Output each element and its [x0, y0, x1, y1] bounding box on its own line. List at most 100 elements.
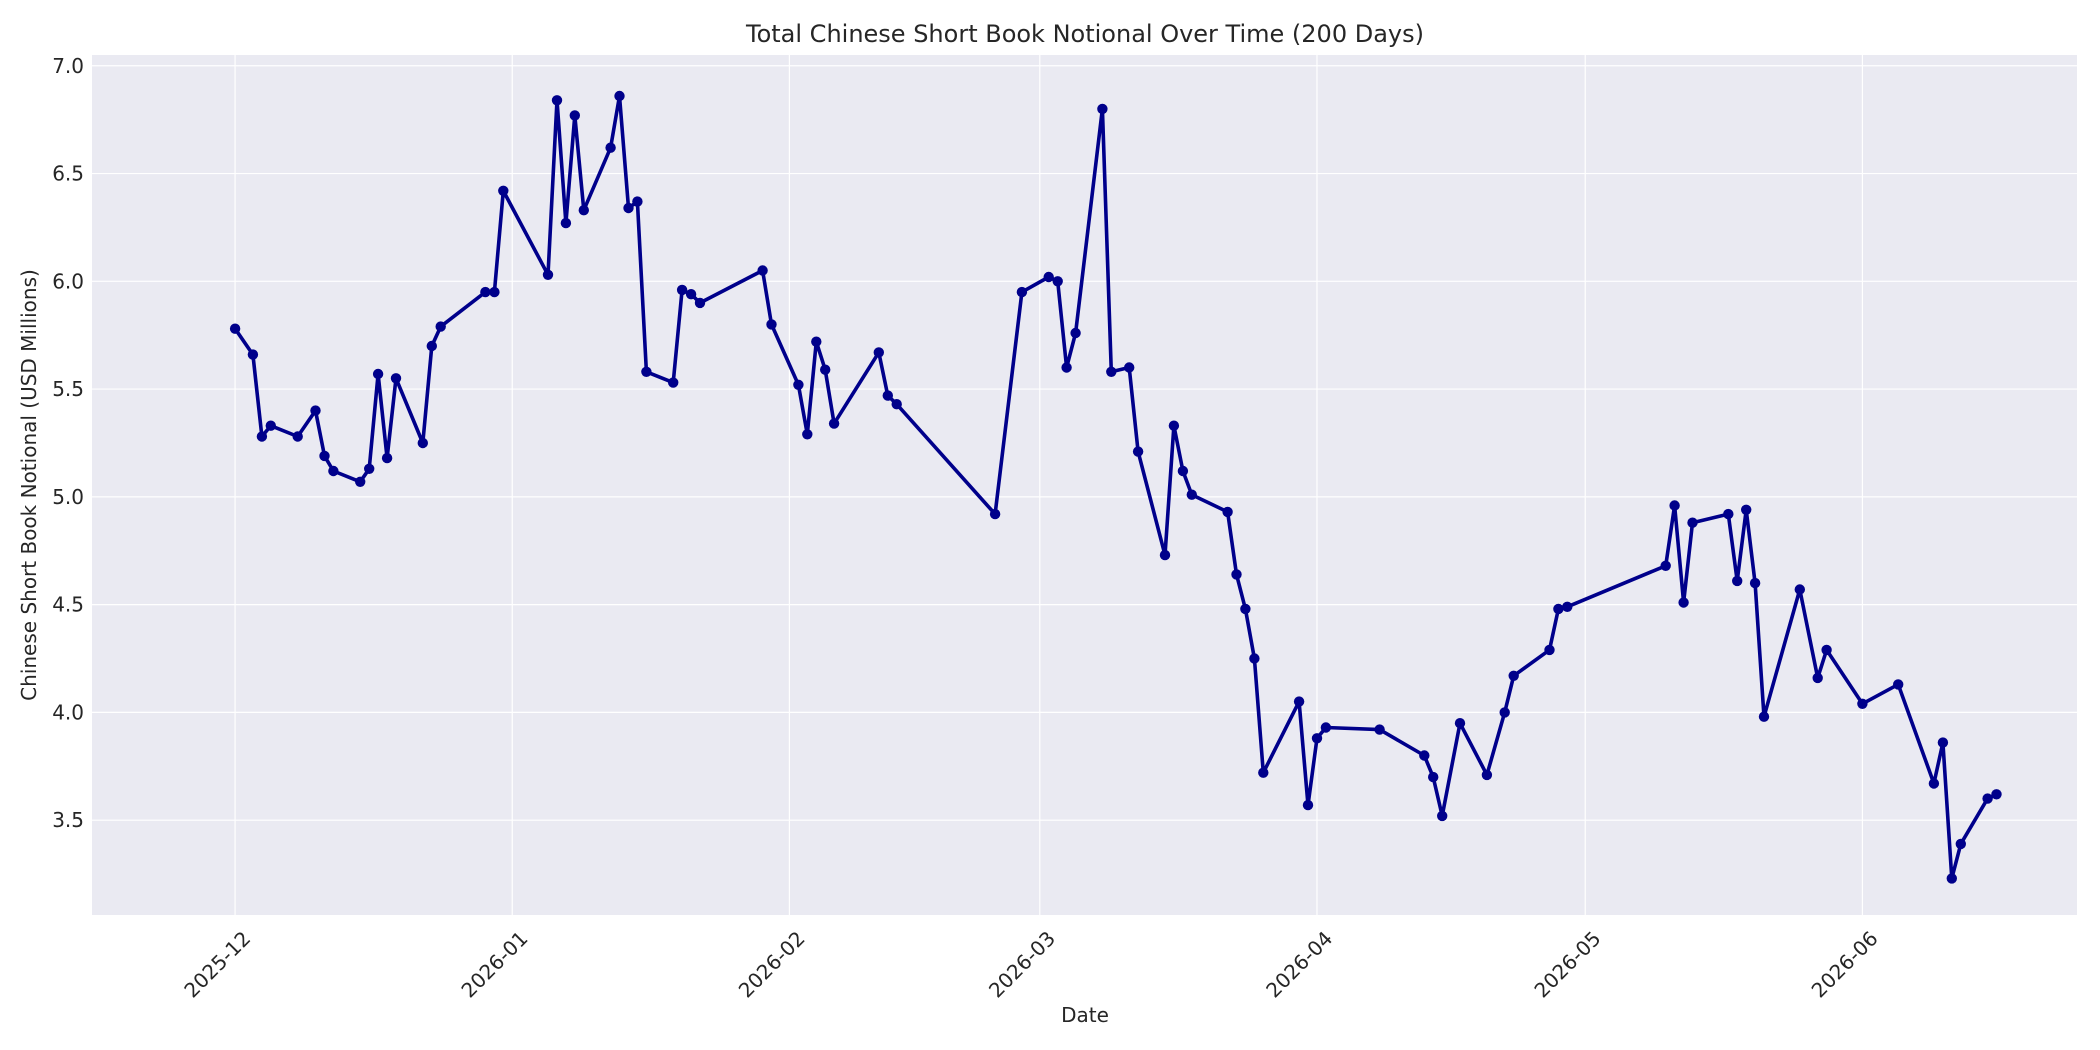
x-axis-label: Date [1061, 1003, 1109, 1027]
data-point [1437, 810, 1448, 822]
data-point [1302, 799, 1314, 811]
data-point [1821, 644, 1832, 656]
data-point [1481, 769, 1493, 781]
data-point [247, 349, 259, 360]
x-tick-label: 2025-12 [179, 926, 255, 1002]
data-point [498, 185, 509, 196]
data-point [1794, 584, 1806, 595]
data-point [542, 269, 554, 280]
data-point [560, 217, 572, 229]
series-layer [229, 90, 2002, 884]
data-point [256, 431, 268, 442]
data-point [882, 390, 893, 401]
data-point [381, 452, 393, 464]
data-point [1052, 276, 1063, 287]
data-point [1070, 327, 1081, 339]
data-point [1428, 771, 1439, 783]
plot-area [92, 55, 2077, 915]
data-point [1562, 601, 1573, 612]
data-point [229, 323, 241, 334]
data-point [873, 347, 884, 358]
data-point [1758, 711, 1770, 722]
data-point [578, 205, 589, 216]
data-point [372, 368, 384, 380]
data-point [569, 110, 580, 121]
data-point [811, 336, 822, 347]
data-point [1419, 750, 1430, 761]
y-tick-label: 6.5 [52, 162, 84, 186]
y-tick-label: 4.0 [52, 700, 84, 724]
y-tick-label: 6.0 [52, 269, 84, 293]
data-point [1508, 670, 1519, 681]
data-point [1678, 597, 1689, 608]
data-point [551, 95, 563, 106]
data-point [1812, 672, 1823, 684]
data-point [310, 405, 321, 416]
data-point [1222, 506, 1233, 518]
data-point [1991, 789, 2002, 800]
data-point [1499, 707, 1510, 718]
data-point [891, 399, 902, 410]
x-tick-label: 2026-06 [1807, 926, 1883, 1002]
data-point [614, 90, 625, 102]
data-point [632, 196, 643, 207]
data-point [265, 420, 276, 431]
data-point [1258, 767, 1269, 778]
data-point [685, 289, 697, 300]
data-point [828, 418, 840, 429]
data-point [292, 431, 303, 442]
x-tick-label: 2026-02 [734, 926, 810, 1002]
data-point [1168, 420, 1180, 431]
data-point [766, 319, 777, 330]
y-tick-label: 7.0 [52, 54, 84, 78]
y-tick-label: 5.0 [52, 485, 84, 509]
data-point [1723, 508, 1734, 520]
data-point [319, 450, 330, 462]
data-point [1749, 577, 1761, 589]
x-tick-label: 2026-05 [1529, 926, 1605, 1002]
data-point [1311, 733, 1323, 744]
data-point [1016, 286, 1028, 298]
data-point [1374, 724, 1385, 735]
data-point [1928, 778, 1940, 789]
data-point [1293, 696, 1305, 707]
data-point [802, 429, 813, 440]
data-point [1132, 446, 1144, 457]
data-point [623, 202, 634, 214]
data-point [676, 284, 688, 296]
data-point [989, 508, 1001, 520]
data-point [793, 379, 804, 390]
data-point [1249, 653, 1260, 664]
data-point [1043, 271, 1054, 283]
data-point [328, 465, 339, 477]
data-point [417, 437, 428, 449]
data-point [355, 476, 366, 487]
data-point [605, 142, 616, 153]
gridlines [92, 55, 2077, 915]
y-axis-label: Chinese Short Book Notional (USD Million… [17, 269, 41, 701]
data-point [426, 340, 437, 352]
data-point [364, 463, 375, 474]
data-point [1982, 793, 1993, 804]
data-point [1669, 500, 1680, 511]
y-tick-label: 4.5 [52, 593, 84, 617]
x-tick-label: 2026-04 [1261, 926, 1337, 1002]
data-point [1955, 838, 1967, 850]
data-point [1061, 362, 1072, 373]
data-point [757, 265, 768, 276]
data-point [668, 377, 679, 388]
data-point [1240, 603, 1251, 615]
data-point [489, 286, 500, 298]
data-point [1893, 679, 1904, 690]
y-tick-label: 3.5 [52, 808, 84, 832]
data-point [1857, 698, 1868, 709]
data-point [1544, 644, 1555, 656]
data-point [694, 297, 706, 309]
data-point [390, 373, 402, 384]
data-point [641, 366, 652, 377]
data-point [1124, 362, 1135, 373]
data-point [1159, 549, 1171, 561]
chart-title: Total Chinese Short Book Notional Over T… [745, 20, 1424, 48]
